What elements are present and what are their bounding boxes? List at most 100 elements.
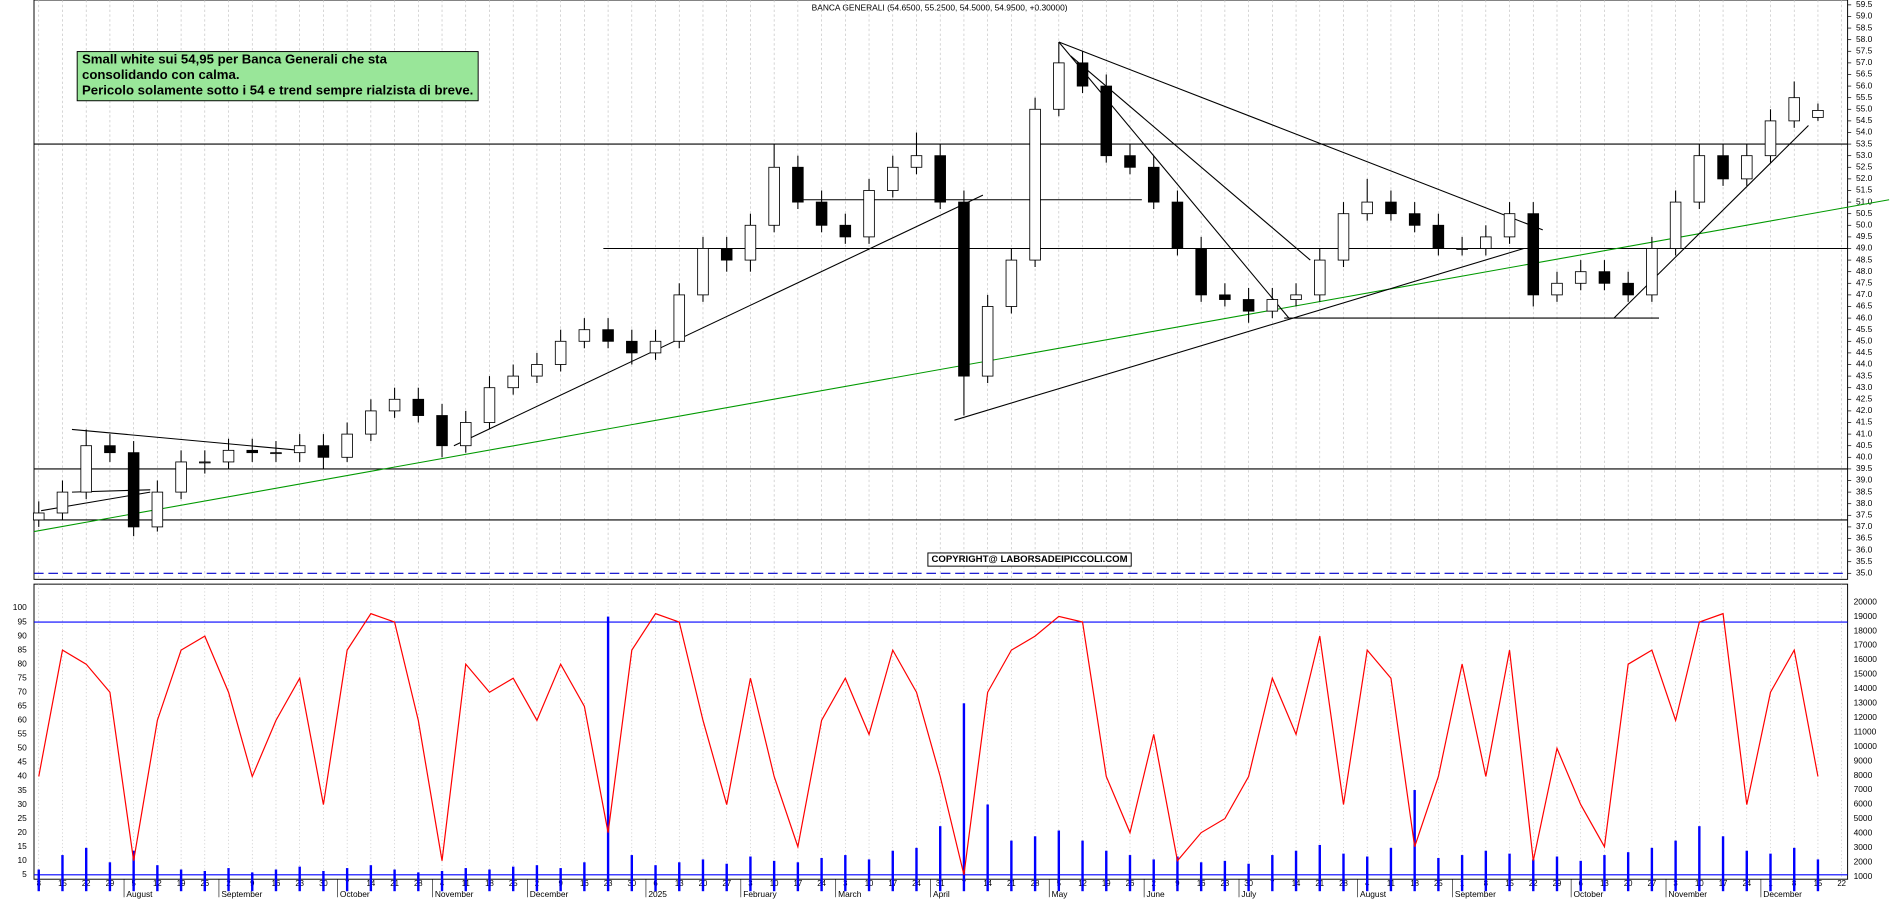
y-tick-label: 59.0: [1856, 11, 1873, 21]
candle-body: [1669, 201, 1682, 249]
candle-body: [1219, 294, 1231, 300]
y2-tick-label: 8000: [1854, 770, 1873, 780]
y2-tick-label: 11000: [1854, 726, 1877, 736]
candle-body: [744, 224, 757, 261]
month-label: May: [1052, 889, 1069, 899]
y2-tick-label: 19000: [1854, 611, 1878, 621]
annotation-text: Pericolo solamente sotto i 54 e trend se…: [82, 83, 473, 98]
candle-body: [981, 306, 994, 377]
volume-bar: [345, 868, 349, 892]
volume-bar: [606, 616, 610, 892]
candle-body: [436, 415, 448, 447]
volume-bar: [1793, 847, 1796, 892]
y-tick-label: 51.5: [1856, 185, 1873, 195]
volume-bar: [251, 872, 254, 892]
y-tick-label: 38.5: [1856, 486, 1873, 496]
candle-body: [602, 329, 614, 342]
y-tick-label: 51.0: [1856, 196, 1873, 206]
candle-body: [388, 398, 401, 412]
candle-body: [1005, 259, 1018, 307]
y-tick-label: 65: [17, 701, 27, 711]
volume-bar: [1294, 850, 1298, 892]
candle-body: [1503, 213, 1516, 238]
volume-bar: [84, 847, 88, 892]
y-tick-label: 40.5: [1856, 440, 1873, 450]
volume-bar: [1484, 850, 1488, 892]
candle-body: [341, 433, 353, 458]
y2-tick-label: 15000: [1854, 669, 1878, 679]
candle-body: [1124, 155, 1136, 168]
candle-body: [32, 512, 45, 521]
y-tick-label: 57.0: [1856, 57, 1873, 67]
y-tick-label: 59.5: [1856, 0, 1873, 9]
candle-body: [1076, 62, 1089, 87]
candle-body: [1053, 62, 1065, 110]
month-label: December: [1763, 889, 1802, 899]
candle-body: [1812, 110, 1824, 118]
candle-body: [720, 248, 733, 261]
y-tick-label: 50.0: [1856, 220, 1873, 230]
oscillator-line: [38, 612, 1819, 875]
y2-tick-label: 7000: [1854, 784, 1873, 794]
month-label: December: [530, 889, 569, 899]
candle-body: [483, 387, 496, 423]
month-label: August: [126, 889, 153, 899]
trend-line: [954, 247, 1524, 421]
y-tick-label: 41.0: [1856, 428, 1873, 438]
volume-bar: [1318, 844, 1321, 892]
trend-line: [71, 428, 300, 451]
volume-bar: [1460, 855, 1464, 892]
y-tick-label: 46.0: [1856, 312, 1873, 322]
candle-body: [792, 166, 804, 203]
y2-tick-label: 12000: [1854, 712, 1878, 722]
y-tick-label: 53.0: [1856, 150, 1873, 160]
volume-bar: [1650, 847, 1654, 892]
volume-bar: [939, 826, 942, 892]
candle-body: [1408, 213, 1421, 226]
y-tick-label: 36.0: [1856, 544, 1873, 554]
volume-bar: [725, 863, 728, 892]
volume-bar: [1389, 847, 1393, 892]
volume-bar: [1769, 853, 1772, 892]
y-tick-label: 35: [17, 785, 27, 795]
y-tick-label: 50.5: [1856, 208, 1873, 218]
candle-body: [673, 294, 686, 342]
month-label: November: [435, 889, 474, 899]
volume-bar: [1626, 852, 1630, 892]
volume-bar: [298, 866, 301, 892]
y-tick-label: 46.5: [1856, 301, 1873, 311]
candle-body: [958, 201, 970, 377]
y-tick-label: 90: [17, 630, 27, 640]
y2-tick-label: 2000: [1854, 857, 1873, 867]
candle-body: [1147, 166, 1160, 203]
y2-tick-label: 1000: [1854, 871, 1873, 881]
candle-body: [56, 491, 69, 514]
volume-bar: [179, 869, 183, 892]
y-tick-label: 80: [17, 658, 27, 668]
month-label: September: [221, 889, 262, 899]
y2-tick-label: 14000: [1854, 683, 1878, 693]
y-tick-label: 55: [17, 729, 27, 739]
volume-bar: [132, 850, 135, 892]
y-tick-label: 55.5: [1856, 92, 1873, 102]
candle-body: [270, 452, 282, 455]
month-label: November: [1668, 889, 1707, 899]
chart-title: BANCA GENERALI (54.6500, 55.2500, 54.500…: [812, 3, 1068, 13]
volume-bar: [37, 869, 40, 892]
candle-body: [1480, 236, 1492, 249]
y-tick-label: 50: [17, 743, 27, 753]
volume-bar: [464, 868, 467, 892]
x-tick-label: 22: [1837, 879, 1846, 888]
y-tick-label: 36.5: [1856, 533, 1873, 543]
volume-bar: [559, 868, 562, 892]
candle-body: [1171, 201, 1184, 249]
volume-bar: [61, 855, 64, 892]
candle-body: [365, 410, 377, 435]
trend-line: [1058, 41, 1290, 319]
y-tick-label: 55.0: [1856, 103, 1873, 113]
candle-body: [317, 445, 330, 458]
candle-body: [1574, 271, 1587, 284]
volume-bar: [203, 870, 207, 892]
month-label: August: [1360, 889, 1387, 899]
